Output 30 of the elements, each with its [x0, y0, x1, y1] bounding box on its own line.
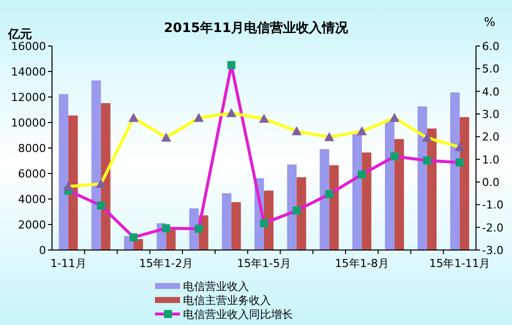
x-tick-label: 15年1-5月	[237, 257, 291, 270]
chart-title: 2015年11月电信营业收入情况	[164, 20, 350, 36]
x-tick-label: 15年1-8月	[334, 257, 389, 270]
y2-tick-label: 5.0	[482, 62, 500, 76]
y-axis-title: 亿元	[7, 27, 32, 41]
y2-tick-label: 6.0	[482, 40, 500, 53]
legend-label: 电信主营业务收入	[183, 294, 271, 307]
y2-tick-label: 1.0	[482, 153, 500, 166]
y-tick-label: 2000	[18, 218, 46, 232]
y-tick-label: 14000	[11, 66, 46, 78]
y2-tick-label: -1.0	[482, 198, 504, 212]
y-tick-label: 0	[39, 244, 46, 257]
x-tick-label: 15年1-2月	[139, 257, 194, 270]
y-tick-label: 16000	[11, 40, 46, 53]
y-tick-label: 10000	[11, 116, 46, 130]
y2-tick-label: 4.0	[482, 85, 500, 98]
y-tick-label: 6000	[18, 168, 46, 180]
y2-tick-label: -2.0	[482, 221, 504, 234]
y2-axis-title: %	[484, 15, 496, 29]
y-tick-label: 12000	[11, 91, 46, 104]
y2-tick-label: 3.0	[482, 108, 500, 121]
y2-tick-label: -3.0	[482, 244, 504, 257]
x-tick-label: 15年1-11月	[429, 257, 490, 270]
y2-tick-label: 2.0	[482, 130, 500, 144]
y2-tick-label: 0.0	[482, 176, 500, 189]
legend-label: 电信营业收入	[183, 280, 249, 293]
legend-label: 电信营业收入同比增长	[183, 308, 293, 321]
y-tick-label: 8000	[18, 142, 46, 155]
x-tick-label: 1-11月	[50, 257, 86, 270]
y-tick-label: 4000	[18, 193, 46, 206]
